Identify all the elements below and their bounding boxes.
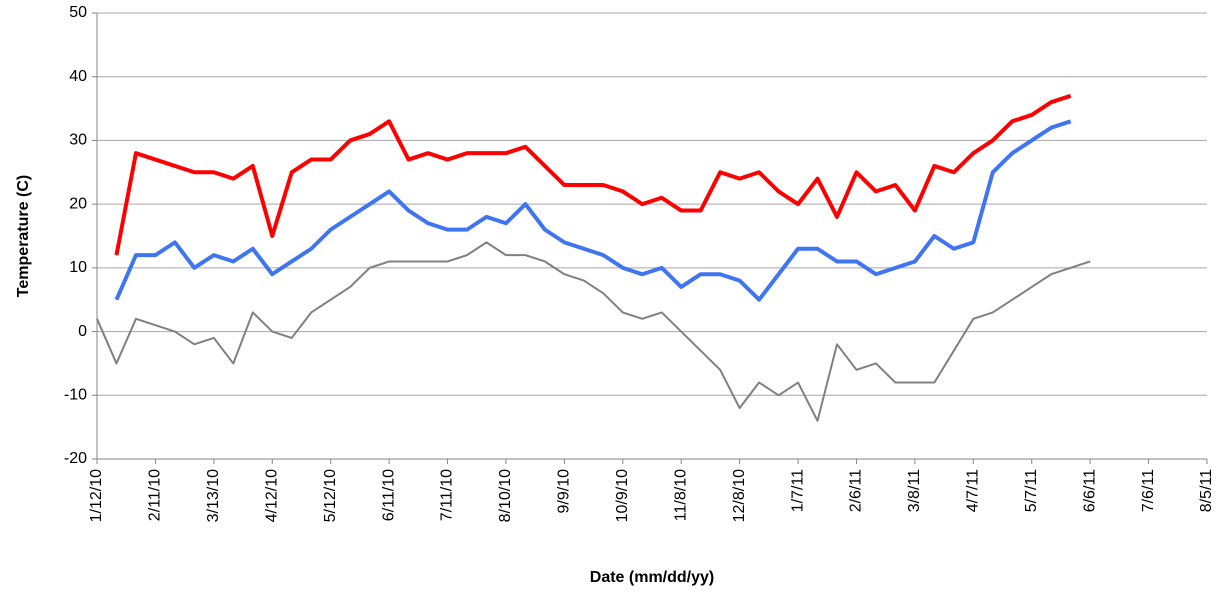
y-tick-label: -10 bbox=[64, 387, 87, 404]
x-tick-label: 3/8/11 bbox=[906, 469, 923, 512]
x-tick-label: 5/7/11 bbox=[1023, 469, 1040, 512]
x-tick-label: 3/13/10 bbox=[205, 469, 222, 522]
x-tick-label: 8/10/10 bbox=[497, 469, 514, 522]
x-tick-label: 1/12/10 bbox=[88, 469, 105, 522]
y-tick-label: 10 bbox=[69, 259, 87, 276]
x-tick-label: 5/12/10 bbox=[322, 469, 339, 522]
y-tick-label: 0 bbox=[78, 323, 87, 340]
x-tick-label: 6/6/11 bbox=[1081, 469, 1098, 512]
x-tick-label: 11/8/10 bbox=[672, 469, 689, 521]
y-tick-label: 20 bbox=[69, 195, 87, 212]
x-tick-label: 1/7/11 bbox=[789, 469, 806, 512]
x-tick-label: 2/11/10 bbox=[147, 469, 164, 521]
x-tick-label: 7/11/10 bbox=[439, 469, 456, 521]
x-tick-label: 4/7/11 bbox=[965, 469, 982, 512]
x-tick-label: 10/9/10 bbox=[614, 469, 631, 522]
y-tick-label: 30 bbox=[69, 132, 87, 149]
x-tick-label: 7/6/11 bbox=[1140, 469, 1157, 512]
x-tick-label: 2/6/11 bbox=[848, 469, 865, 512]
x-tick-label: 9/9/10 bbox=[556, 469, 573, 514]
y-tick-label: 50 bbox=[69, 4, 87, 21]
x-tick-label: 4/12/10 bbox=[263, 469, 280, 522]
y-axis-label: Temperature (C) bbox=[15, 175, 32, 297]
series-line bbox=[114, 93, 1072, 256]
series-line bbox=[114, 119, 1072, 302]
x-axis-label: Date (mm/dd/yy) bbox=[590, 569, 714, 586]
x-tick-label: 6/11/10 bbox=[380, 469, 397, 521]
x-tick-label: 12/8/10 bbox=[731, 469, 748, 522]
y-tick-label: 40 bbox=[69, 68, 87, 85]
x-tick-label: 8/5/11 bbox=[1198, 469, 1215, 512]
series-line bbox=[96, 241, 1091, 422]
y-tick-label: -20 bbox=[64, 450, 87, 467]
